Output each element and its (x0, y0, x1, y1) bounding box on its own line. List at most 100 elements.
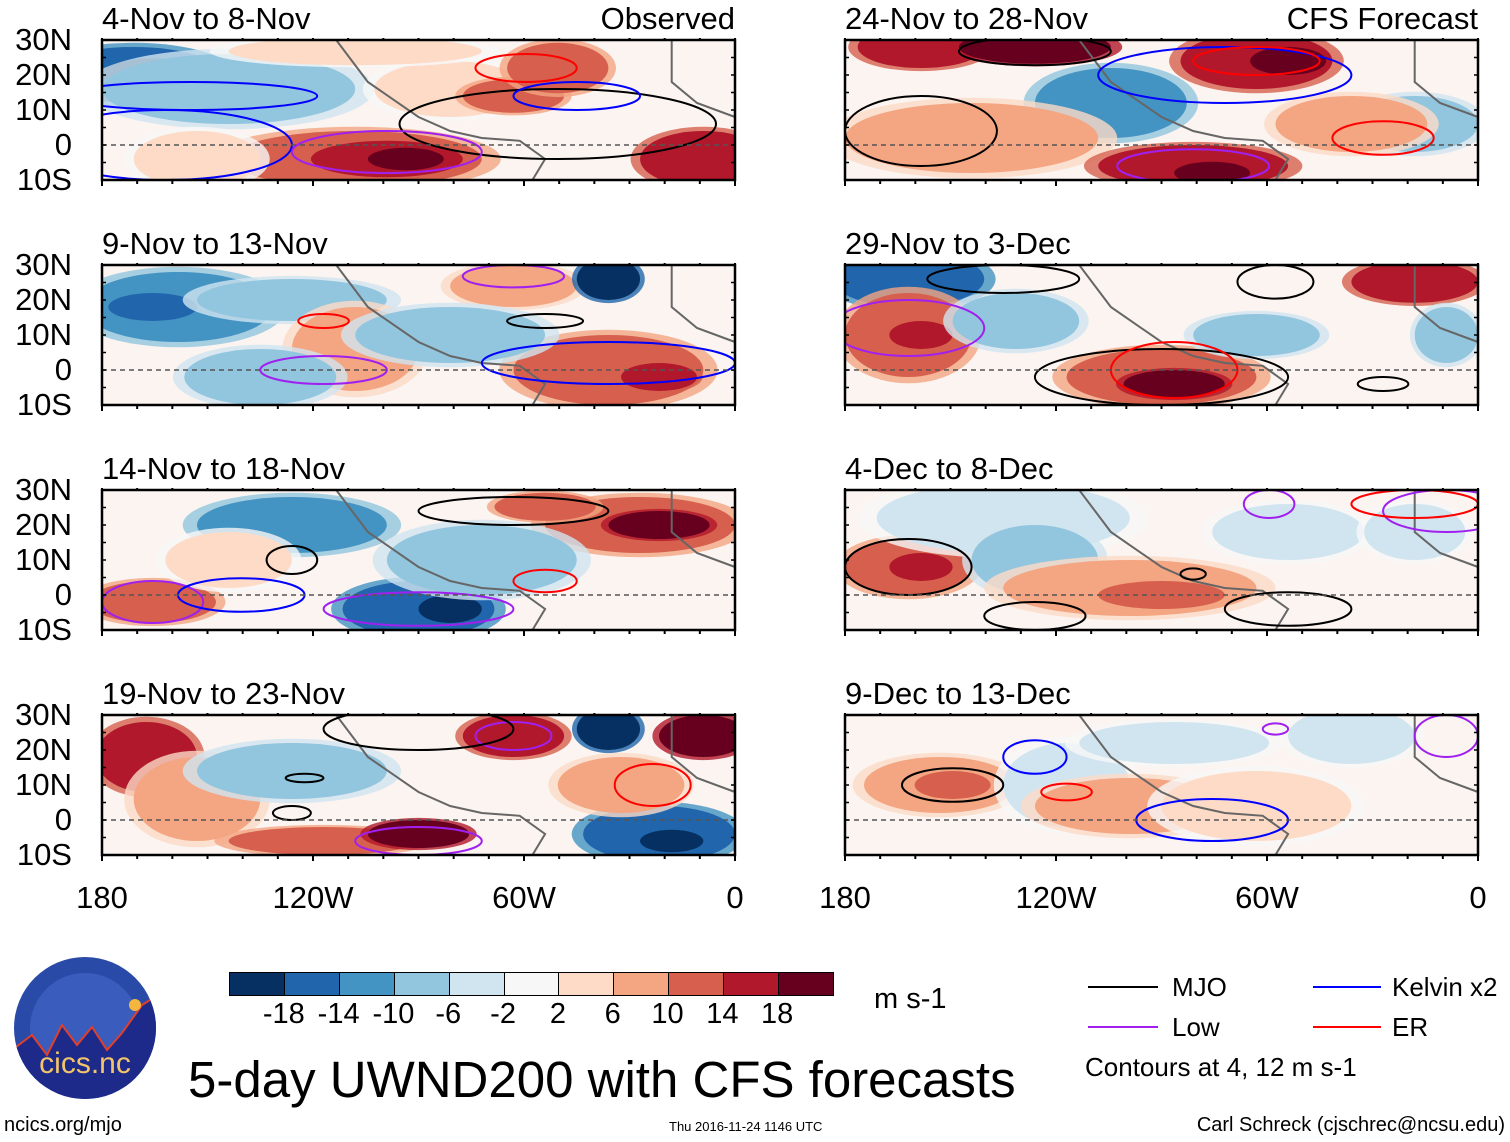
colorbar-tick: 18 (761, 998, 794, 1030)
wind-anomaly-region (557, 757, 685, 813)
longitude-tick-label: 180 (76, 880, 128, 915)
wave-contour (1350, 490, 1478, 519)
wind-anomaly-region (507, 42, 609, 94)
colorbar-tick: -6 (435, 998, 462, 1030)
wind-anomaly-region (1212, 504, 1365, 560)
forecast-column-header: CFS Forecast (1286, 1, 1478, 36)
wind-anomaly-region (576, 715, 641, 750)
colorbar-tick: -10 (372, 998, 415, 1030)
wave-contour (354, 826, 483, 855)
coastline (335, 40, 547, 180)
wave-contour (1097, 46, 1353, 104)
legend-contour-note: Contours at 4, 12 m s-1 (1085, 1052, 1357, 1082)
wave-contour (102, 580, 205, 624)
footer-timestamp: Thu 2016-11-24 1146 UTC (669, 1119, 823, 1134)
wave-contour (1223, 591, 1353, 627)
wave-contour (322, 591, 515, 627)
colorbar-tick: 6 (604, 998, 621, 1030)
latitude-tick-label: 10S (16, 612, 72, 647)
wave-contour (398, 88, 718, 160)
wave-contour (1002, 739, 1068, 775)
wave-contour (461, 265, 566, 289)
coastline (670, 490, 735, 568)
map-panel (843, 488, 1480, 636)
wave-contour (290, 130, 483, 174)
wind-anomaly-region (196, 743, 387, 799)
wind-anomaly-region (889, 553, 953, 581)
wave-contour (512, 81, 642, 111)
wind-anomaly-region (165, 532, 292, 588)
footer-author: Carl Schreck (cjschrec@ncsu.edu) (1196, 1114, 1505, 1136)
observed-column-header: Observed (600, 1, 735, 36)
wind-anomaly-region (355, 307, 546, 363)
latitude-tick-label: 30N (15, 247, 72, 282)
latitude-tick-label: 0 (54, 577, 72, 612)
colorbar-swatch (558, 973, 614, 995)
latitude-tick-label: 30N (15, 22, 72, 57)
wind-anomaly-region (952, 293, 1080, 349)
wave-contour (845, 95, 998, 167)
colorbar-tick: -18 (262, 998, 305, 1030)
wave-contour (1040, 782, 1093, 802)
coastline (1078, 490, 1290, 630)
colorbar (229, 972, 834, 996)
wind-anomaly-region (102, 54, 356, 124)
colorbar-swatch (723, 973, 779, 995)
longitude-tick-label: 120W (272, 880, 354, 915)
colorbar-swatch (503, 973, 559, 995)
coastline (670, 265, 735, 343)
longitude-tick-label: 0 (1469, 880, 1487, 915)
wind-anomaly-region (576, 265, 641, 300)
colorbar-units: m s-1 (874, 983, 947, 1015)
panel-title: 14-Nov to 18-Nov (102, 451, 345, 486)
colorbar-swatch (338, 973, 394, 995)
wind-anomaly-region (659, 715, 735, 757)
colorbar-swatch (668, 973, 724, 995)
wind-anomaly-region (418, 595, 482, 623)
colorbar-swatch (283, 973, 339, 995)
wave-contour (1179, 567, 1207, 581)
wind-anomaly-region (1123, 370, 1225, 398)
coastline (335, 490, 547, 630)
logo-text: cics.nc (39, 1047, 131, 1080)
colorbar-swatch (448, 973, 504, 995)
colorbar-swatch (230, 973, 284, 995)
latitude-tick-label: 0 (54, 127, 72, 162)
coastline (335, 715, 547, 855)
legend-low-label: Low (1172, 1012, 1220, 1042)
panel-title: 9-Dec to 13-Dec (845, 676, 1071, 711)
wind-anomaly-region (133, 131, 261, 180)
latitude-tick-label: 10N (15, 542, 72, 577)
wave-contour (474, 53, 578, 83)
longitude-tick-label: 60W (1235, 880, 1299, 915)
colorbar-swatch (393, 973, 449, 995)
map-panel (843, 263, 1480, 411)
wave-contour (926, 265, 1081, 294)
wind-anomaly-region (958, 40, 1111, 64)
footer-url[interactable]: ncics.org/mjo (4, 1114, 122, 1136)
map-panel (843, 713, 1480, 861)
wave-contour (512, 568, 578, 594)
wave-contour (1033, 348, 1290, 405)
wind-anomaly-region (621, 363, 698, 391)
wave-contour (1382, 490, 1478, 533)
wind-anomaly-region (102, 581, 216, 623)
wind-anomaly-region (640, 131, 735, 180)
colorbar-tick: 10 (651, 998, 684, 1030)
wind-anomaly-region (228, 40, 482, 66)
wind-anomaly-region (845, 103, 1099, 173)
wave-contour (259, 355, 388, 385)
panel-title: 29-Nov to 3-Dec (845, 226, 1071, 261)
coastline (1078, 40, 1290, 180)
map-panel (100, 38, 737, 186)
colorbar-tick: 2 (549, 998, 566, 1030)
wind-anomaly-region (1288, 715, 1415, 764)
wave-contour (474, 721, 553, 751)
legend-er-line (1313, 1026, 1381, 1028)
wave-contour (506, 313, 585, 329)
latitude-tick-label: 0 (54, 802, 72, 837)
coastline (1413, 265, 1478, 343)
latitude-tick-label: 10N (15, 317, 72, 352)
latitude-tick-label: 10N (15, 92, 72, 127)
